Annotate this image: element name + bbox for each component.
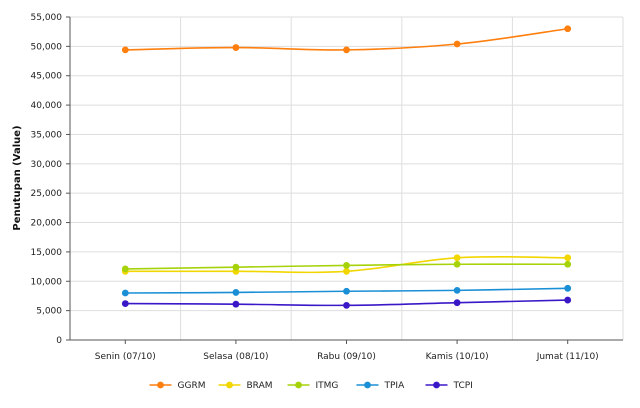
legend-marker xyxy=(226,381,233,389)
x-tick-label: Rabu (09/10) xyxy=(317,352,376,362)
y-tick-label: 15,000 xyxy=(31,248,63,258)
legend-item-tcpi: TCPI xyxy=(425,381,473,391)
data-point-bram xyxy=(343,267,350,275)
series xyxy=(121,25,572,309)
x-tick-label: Kamis (10/10) xyxy=(426,352,489,362)
data-point-ggrm xyxy=(232,44,240,51)
x-tick-label: Senin (07/10) xyxy=(95,352,156,362)
x-tick-label: Jumat (11/10) xyxy=(536,352,599,362)
y-tick-label: 50,000 xyxy=(31,42,63,52)
data-point-ggrm xyxy=(343,46,350,54)
grid xyxy=(70,16,624,341)
data-point-bram xyxy=(453,254,461,262)
axes: 0 5,000 10,000 15,000 20,000 25,000 30,000 35,0… xyxy=(31,13,623,362)
legend-item-ggrm: GGRM xyxy=(149,381,206,391)
legend-marker xyxy=(157,381,164,389)
y-tick-label: 25,000 xyxy=(31,189,63,199)
data-point-tpia xyxy=(232,289,240,296)
y-tick-label: 40,000 xyxy=(31,101,63,111)
legend-item-tpia: TPIA xyxy=(356,381,406,391)
legend-label: TPIA xyxy=(384,381,406,391)
data-point-itmg xyxy=(453,260,461,268)
data-point-tpia xyxy=(453,286,461,294)
x-tick-label: Selasa (08/10) xyxy=(203,352,268,362)
y-tick-label: 20,000 xyxy=(31,219,63,229)
y-tick-label: 10,000 xyxy=(31,277,63,287)
data-point-tcpi xyxy=(232,300,240,308)
data-point-itmg xyxy=(343,262,350,269)
y-axis-title: Penutupan (Value) xyxy=(12,125,23,230)
legend-marker xyxy=(364,381,371,389)
legend-label: BRAM xyxy=(247,381,273,391)
data-point-tpia xyxy=(564,284,572,292)
data-point-itmg xyxy=(121,265,129,273)
y-tick-label: 5,000 xyxy=(36,307,62,317)
y-tick-label: 0 xyxy=(56,336,62,346)
data-point-bram xyxy=(564,254,572,262)
data-point-ggrm xyxy=(121,46,129,54)
y-tick-label: 35,000 xyxy=(31,130,63,140)
data-point-tcpi xyxy=(453,299,461,307)
y-tick-label: 45,000 xyxy=(31,72,63,82)
legend-label: GGRM xyxy=(178,381,206,391)
legend-item-itmg: ITMG xyxy=(287,381,339,391)
legend-marker xyxy=(295,381,302,389)
data-point-ggrm xyxy=(453,40,461,48)
legend-marker xyxy=(433,381,440,389)
y-tick-label: 30,000 xyxy=(31,160,63,170)
legend-label: TCPI xyxy=(453,381,473,391)
data-point-tpia xyxy=(343,287,350,295)
legend-label: ITMG xyxy=(316,381,339,391)
data-point-tcpi xyxy=(343,301,350,309)
y-tick-label: 55,000 xyxy=(31,13,63,23)
data-point-tpia xyxy=(121,289,129,297)
legend-item-bram: BRAM xyxy=(218,381,273,391)
legend: GGRM BRAM ITMG TPIA TCPI xyxy=(149,381,473,391)
data-point-tcpi xyxy=(564,296,572,304)
data-point-itmg xyxy=(564,260,572,268)
data-point-ggrm xyxy=(564,25,572,33)
data-point-tcpi xyxy=(121,300,129,307)
data-point-itmg xyxy=(232,263,240,271)
